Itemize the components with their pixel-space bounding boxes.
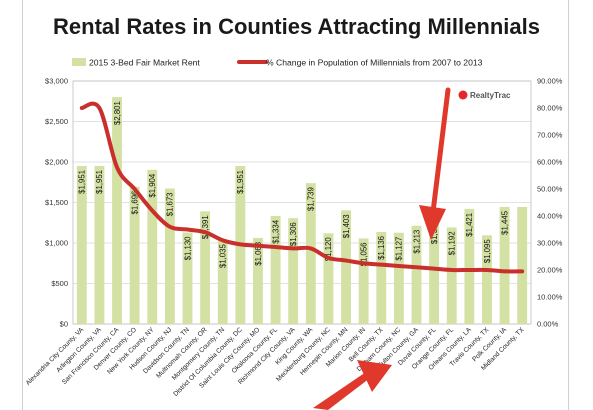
bar xyxy=(182,232,193,324)
y-left-tick-label: $500 xyxy=(51,279,68,288)
bar xyxy=(217,240,228,324)
bar xyxy=(253,237,263,324)
bar xyxy=(376,231,387,324)
bar xyxy=(94,165,105,324)
y-right-tick-label: 40.00% xyxy=(537,212,563,221)
y-right-tick-label: 10.00% xyxy=(537,293,563,302)
bar-data-label: $1,951 xyxy=(78,170,87,194)
logo-text: RealtyTrac xyxy=(470,91,511,100)
logo-mark xyxy=(458,90,468,100)
legend-label-bars: 2015 3-Bed Fair Market Rent xyxy=(89,58,200,68)
bar-data-label: $1,192 xyxy=(448,231,457,255)
bar xyxy=(482,235,492,324)
bar-data-label: $1,951 xyxy=(236,170,245,194)
plot-area-border xyxy=(72,80,532,325)
y-right-tick-label: 70.00% xyxy=(537,131,563,140)
bar-data-label: $2,801 xyxy=(113,101,122,125)
bar xyxy=(517,206,528,324)
bar xyxy=(200,211,211,324)
bar-data-label: $1,904 xyxy=(148,173,157,198)
bar xyxy=(323,233,334,324)
annotation-arrow-head xyxy=(357,360,392,392)
bar-data-label: $1,063 xyxy=(254,242,263,266)
bar xyxy=(499,206,510,324)
annotation-arrow-head xyxy=(419,205,446,240)
y-left-tick-label: $1,500 xyxy=(45,198,68,207)
bar-data-label: $1,696 xyxy=(130,191,139,215)
y-left-tick-label: $2,500 xyxy=(45,117,68,126)
bar xyxy=(446,227,457,324)
bar-data-label: $1,673 xyxy=(166,192,175,216)
series-line xyxy=(79,101,525,274)
bar xyxy=(393,232,404,324)
bar xyxy=(411,225,422,324)
y-left-tick-label: $0 xyxy=(60,320,68,329)
y-left-tick-label: $2,000 xyxy=(45,158,68,167)
bar xyxy=(288,218,299,324)
bar-data-label: $1,095 xyxy=(483,239,492,264)
legend-label-line: % Change in Population of Millennials fr… xyxy=(266,58,483,68)
y-left-tick-label: $3,000 xyxy=(45,77,68,86)
annotation-arrow-shaft xyxy=(313,372,370,410)
annotation-arrow-shaft xyxy=(430,87,451,215)
bar xyxy=(341,210,351,324)
bar-data-label: $1,421 xyxy=(465,213,474,237)
legend-swatch-bars xyxy=(72,58,86,66)
bar-data-label: $1,127 xyxy=(395,237,404,261)
y-right-tick-label: 60.00% xyxy=(537,158,563,167)
bar xyxy=(270,215,281,324)
bar xyxy=(112,97,122,324)
bar-data-label: $1,403 xyxy=(342,214,351,238)
bar-data-label: $1,056 xyxy=(359,242,368,266)
bar-data-label: $1,739 xyxy=(307,187,316,211)
bar-data-label: $1,951 xyxy=(95,170,104,194)
bar xyxy=(358,238,369,324)
y-right-tick-label: 90.00% xyxy=(537,77,563,86)
y-right-tick-label: 80.00% xyxy=(537,104,563,113)
bar-data-label: $1,130 xyxy=(183,236,192,261)
bar xyxy=(147,169,158,324)
y-right-tick-label: 50.00% xyxy=(537,185,563,194)
y-left-tick-label: $1,000 xyxy=(45,239,68,248)
bar-data-label: $1,213 xyxy=(412,230,421,254)
y-right-tick-label: 30.00% xyxy=(537,239,563,248)
bar-data-label: $1,391 xyxy=(201,215,210,239)
bar xyxy=(76,165,87,324)
bar-data-label: $1,035 xyxy=(219,244,228,269)
bar xyxy=(305,183,316,324)
bar-data-label: $1,306 xyxy=(289,222,298,246)
chart-title: Rental Rates in Counties Attracting Mill… xyxy=(53,14,540,39)
y-right-tick-label: 0.00% xyxy=(537,320,559,329)
bar xyxy=(129,186,140,324)
bar xyxy=(164,188,175,324)
bar-data-label: $1,334 xyxy=(271,219,280,244)
bar-data-label: $1,445 xyxy=(500,210,509,235)
y-right-tick-label: 20.00% xyxy=(537,266,563,275)
bar-data-label: $1,120 xyxy=(324,237,333,262)
bar xyxy=(464,208,475,324)
bar-data-label: $1,136 xyxy=(377,236,386,260)
